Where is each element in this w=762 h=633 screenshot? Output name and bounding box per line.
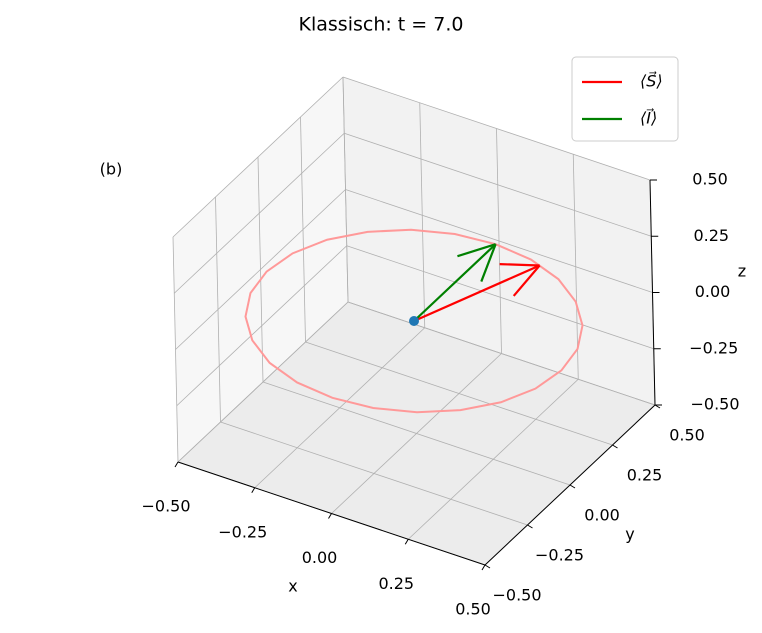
y-tick (484, 564, 491, 569)
grid-line (345, 189, 653, 293)
origin-point (409, 316, 419, 326)
x-tick-label: 0.25 (378, 574, 414, 593)
x-axis-label: x (288, 577, 297, 596)
y-tick-label: 0.00 (584, 506, 620, 525)
x-tick (328, 513, 332, 519)
z-tick-label: −0.25 (689, 338, 738, 357)
grid-line (175, 189, 346, 350)
grid-line (176, 245, 348, 407)
z-tick-label: 0.50 (692, 170, 728, 189)
grid-line (346, 245, 654, 350)
y-tick-label: 0.25 (627, 466, 663, 485)
arrow-line (413, 264, 541, 323)
arrow (413, 243, 497, 322)
y-tick (569, 484, 576, 489)
y-tick (527, 524, 533, 529)
x-tick-label: −0.50 (141, 497, 190, 516)
z-tick-label: −0.50 (690, 395, 739, 414)
arrow-line (499, 263, 540, 267)
x-tick-label: 0.00 (302, 548, 338, 567)
legend-label: ⟨I⃗⟩ (640, 108, 657, 128)
y-tick-label: 0.50 (669, 426, 705, 445)
legend-label: ⟨S⃗⟩ (640, 71, 663, 91)
chart-title: Klassisch: t = 7.0 (299, 14, 464, 36)
grid-line (262, 381, 571, 486)
x-tick (251, 487, 256, 494)
z-axis-label: z (738, 262, 746, 281)
grid-line (173, 132, 345, 294)
grid-line (220, 421, 528, 526)
y-tick (612, 444, 618, 449)
y-axis-label: y (625, 525, 634, 544)
x-tick (481, 564, 486, 571)
x-tick (404, 538, 409, 545)
legend-box (571, 56, 679, 142)
z-tick-label: 0.25 (693, 226, 729, 245)
trajectory (244, 228, 584, 414)
arrow-line (512, 264, 541, 297)
y-tick-label: −0.25 (535, 546, 584, 565)
grid-line (344, 132, 652, 237)
grid-line (172, 76, 344, 238)
z-tick-label: 0.00 (695, 282, 731, 301)
grid-line (177, 301, 349, 463)
arrow-line (413, 243, 497, 322)
grid-line (342, 76, 651, 181)
y-tick-label: −0.50 (492, 586, 541, 605)
grid-line (347, 301, 656, 406)
annotation: (b) (100, 160, 123, 179)
arrow-line (457, 243, 496, 258)
arrow-line (480, 243, 497, 282)
x-tick-label: 0.50 (455, 600, 491, 619)
grid-line (305, 341, 613, 446)
x-tick (174, 461, 179, 468)
arrow (413, 263, 541, 323)
x-tick-label: −0.25 (218, 522, 267, 541)
